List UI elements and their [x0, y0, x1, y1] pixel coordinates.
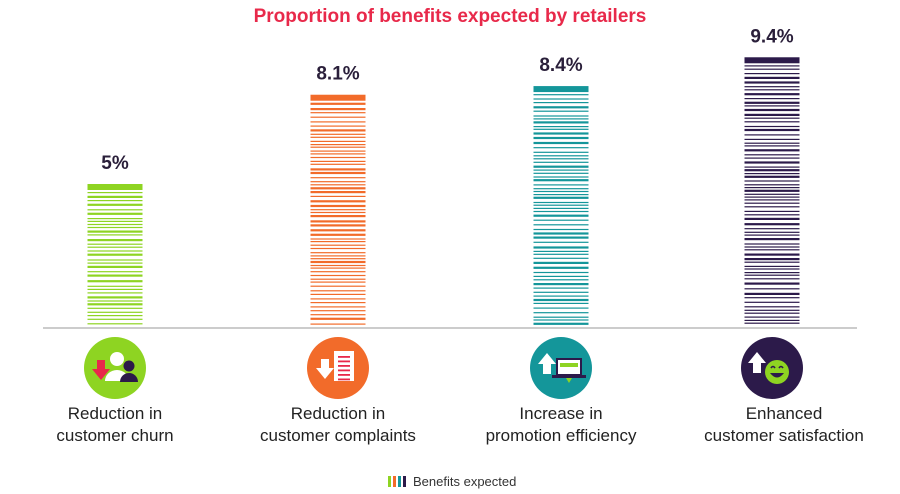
category-label-2-line-2: customer complaints — [260, 426, 416, 445]
category-label-4-line-2: customer satisfaction — [704, 426, 864, 445]
category-label-2-line-1: Reduction in — [290, 404, 386, 423]
bar-1 — [87, 184, 143, 325]
category-label-3-line-1: Increase in — [519, 404, 603, 423]
value-label-1: 5% — [101, 153, 129, 174]
category-label-3-line-2: promotion efficiency — [485, 426, 637, 445]
bar-3 — [533, 86, 589, 325]
category-label-1-line-2: customer churn — [56, 426, 174, 445]
chart-title: Proportion of benefits expected by retai… — [253, 6, 647, 27]
promotion-up-laptop-icon — [530, 337, 592, 399]
category-label-4: Enhanced customer satisfaction — [664, 403, 900, 447]
legend-swatch — [388, 476, 406, 487]
value-label-2: 8.1% — [316, 64, 359, 85]
category-label-3: Increase in promotion efficiency — [441, 403, 681, 447]
value-label-4: 9.4% — [750, 26, 793, 47]
category-label-1: Reduction in customer churn — [0, 403, 235, 447]
churn-down-users-icon — [84, 337, 146, 399]
category-label-2: Reduction in customer complaints — [218, 403, 458, 447]
category-label-1-line-1: Reduction in — [67, 404, 163, 423]
legend-label: Benefits expected — [413, 474, 517, 489]
bar-2 — [310, 94, 366, 325]
complaints-down-document-icon — [307, 337, 369, 399]
bar-4 — [744, 57, 800, 324]
legend: Benefits expected — [388, 474, 516, 489]
value-label-3: 8.4% — [539, 55, 582, 76]
satisfaction-up-smiley-icon — [741, 337, 803, 399]
category-label-4-line-1: Enhanced — [745, 404, 823, 423]
